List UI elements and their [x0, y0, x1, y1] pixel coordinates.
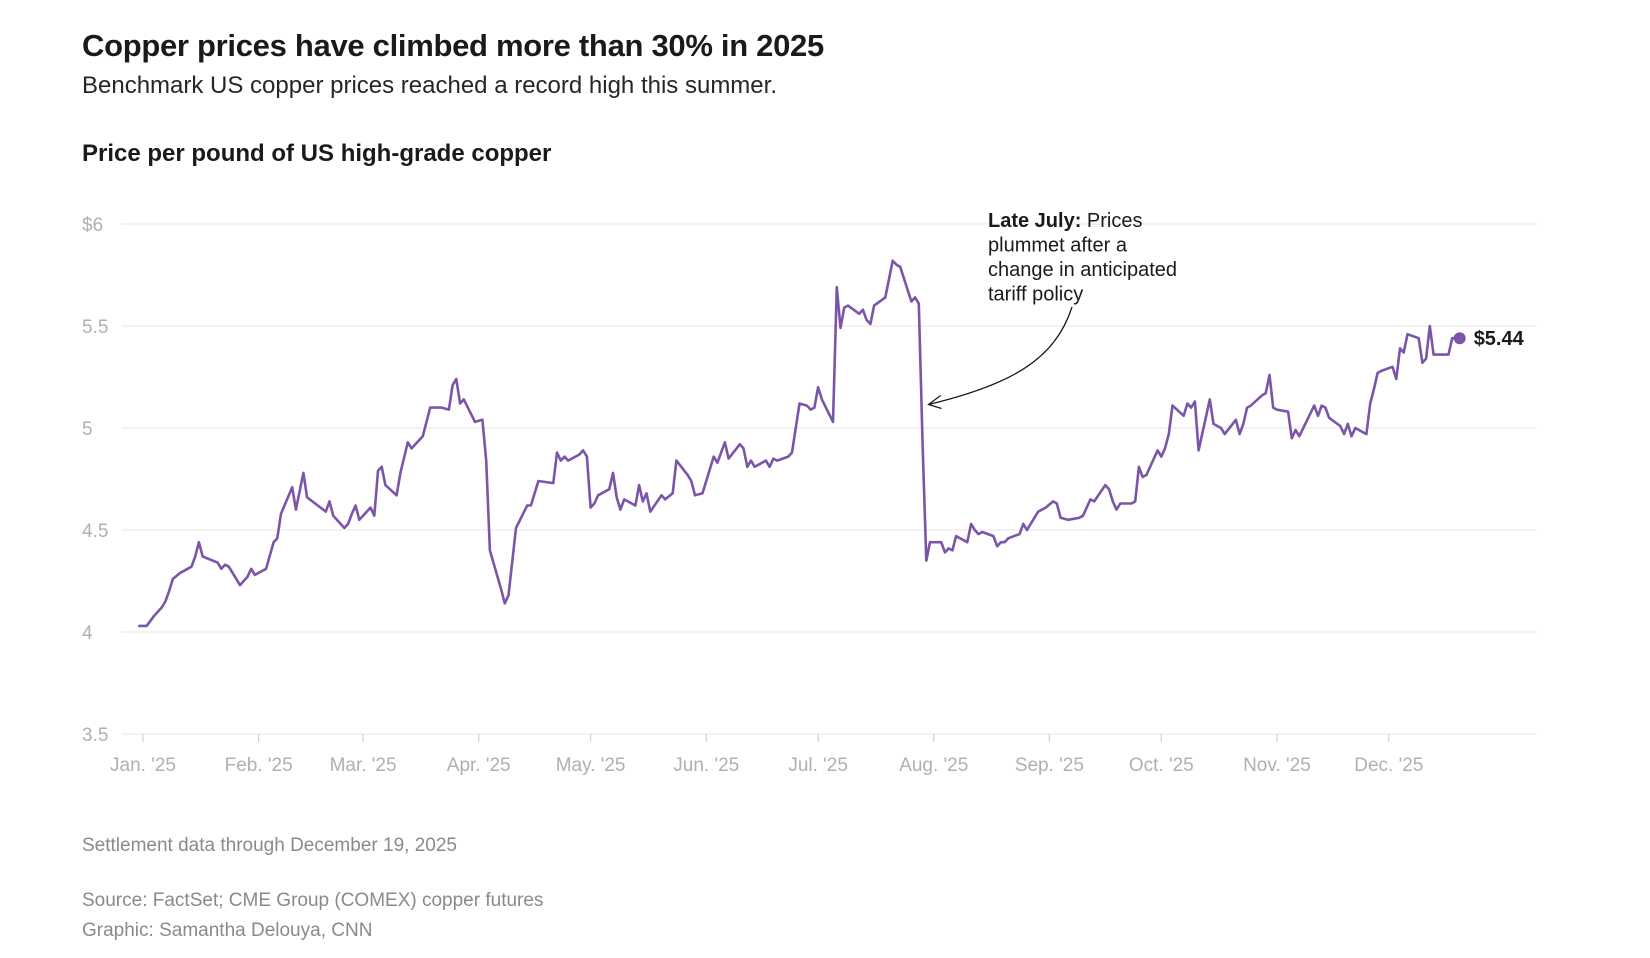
- y-tick-label: 4.5: [82, 521, 108, 542]
- price-line: [138, 259, 1461, 628]
- x-tick-label: Jul. '25: [788, 755, 848, 776]
- x-tick-label: Aug. '25: [899, 755, 968, 776]
- grid-lines: [122, 223, 1537, 735]
- data-note: Settlement data through December 19, 202…: [82, 835, 457, 856]
- copper-price-chart: 3.5 4 4.5 5 5.5 $6 Jan. '25 Feb. '25 Mar. '25 Ap…: [82, 210, 1537, 776]
- x-tick-label: Nov. '25: [1243, 755, 1311, 776]
- annotation-arrowhead: [927, 394, 942, 410]
- annotation-line: plummet after a: [988, 235, 1128, 257]
- x-tick-label: Oct. '25: [1129, 755, 1194, 776]
- x-tick-label: Jun. '25: [673, 755, 739, 776]
- headline: Copper prices have climbed more than 30%…: [82, 28, 824, 63]
- annotation-line: tariff policy: [988, 284, 1083, 306]
- source-note: Source: FactSet; CME Group (COMEX) coppe…: [82, 890, 544, 911]
- x-axis: Jan. '25 Feb. '25 Mar. '25 Apr. '25 May. '25…: [110, 734, 1423, 776]
- annotation-bold-text: Late July:: [988, 210, 1081, 232]
- y-tick-label: 5.5: [82, 317, 108, 338]
- x-tick-label: Apr. '25: [447, 755, 511, 776]
- y-tick-label: 5: [82, 419, 93, 440]
- credit-note: Graphic: Samantha Delouya, CNN: [82, 920, 373, 941]
- y-tick-label: $6: [82, 215, 103, 236]
- subhead: Benchmark US copper prices reached a rec…: [82, 72, 777, 99]
- x-tick-label: Dec. '25: [1354, 755, 1423, 776]
- annotation-text: Prices: [1081, 210, 1142, 232]
- y-tick-label: 4: [82, 623, 93, 644]
- price-series: $5.44: [138, 259, 1525, 628]
- chart-title: Price per pound of US high-grade copper: [82, 140, 552, 167]
- annotation-line: Late July: Prices: [988, 210, 1142, 232]
- x-tick-label: Feb. '25: [225, 755, 293, 776]
- annotation-text: change in anticipated: [988, 259, 1177, 281]
- x-tick-label: Jan. '25: [110, 755, 176, 776]
- y-tick-label: 3.5: [82, 725, 108, 746]
- x-tick-label: Mar. '25: [330, 755, 397, 776]
- x-tick-label: Sep. '25: [1015, 755, 1084, 776]
- end-point-marker: [1453, 332, 1466, 345]
- annotation-line: change in anticipated: [988, 259, 1177, 281]
- annotation-text: plummet after a: [988, 235, 1128, 257]
- y-axis: 3.5 4 4.5 5 5.5 $6: [82, 215, 108, 746]
- x-tick-label: May. '25: [556, 755, 626, 776]
- annotation-arrow: [928, 306, 1073, 406]
- annotation-text: tariff policy: [988, 284, 1083, 306]
- end-value-label: $5.44: [1474, 328, 1525, 350]
